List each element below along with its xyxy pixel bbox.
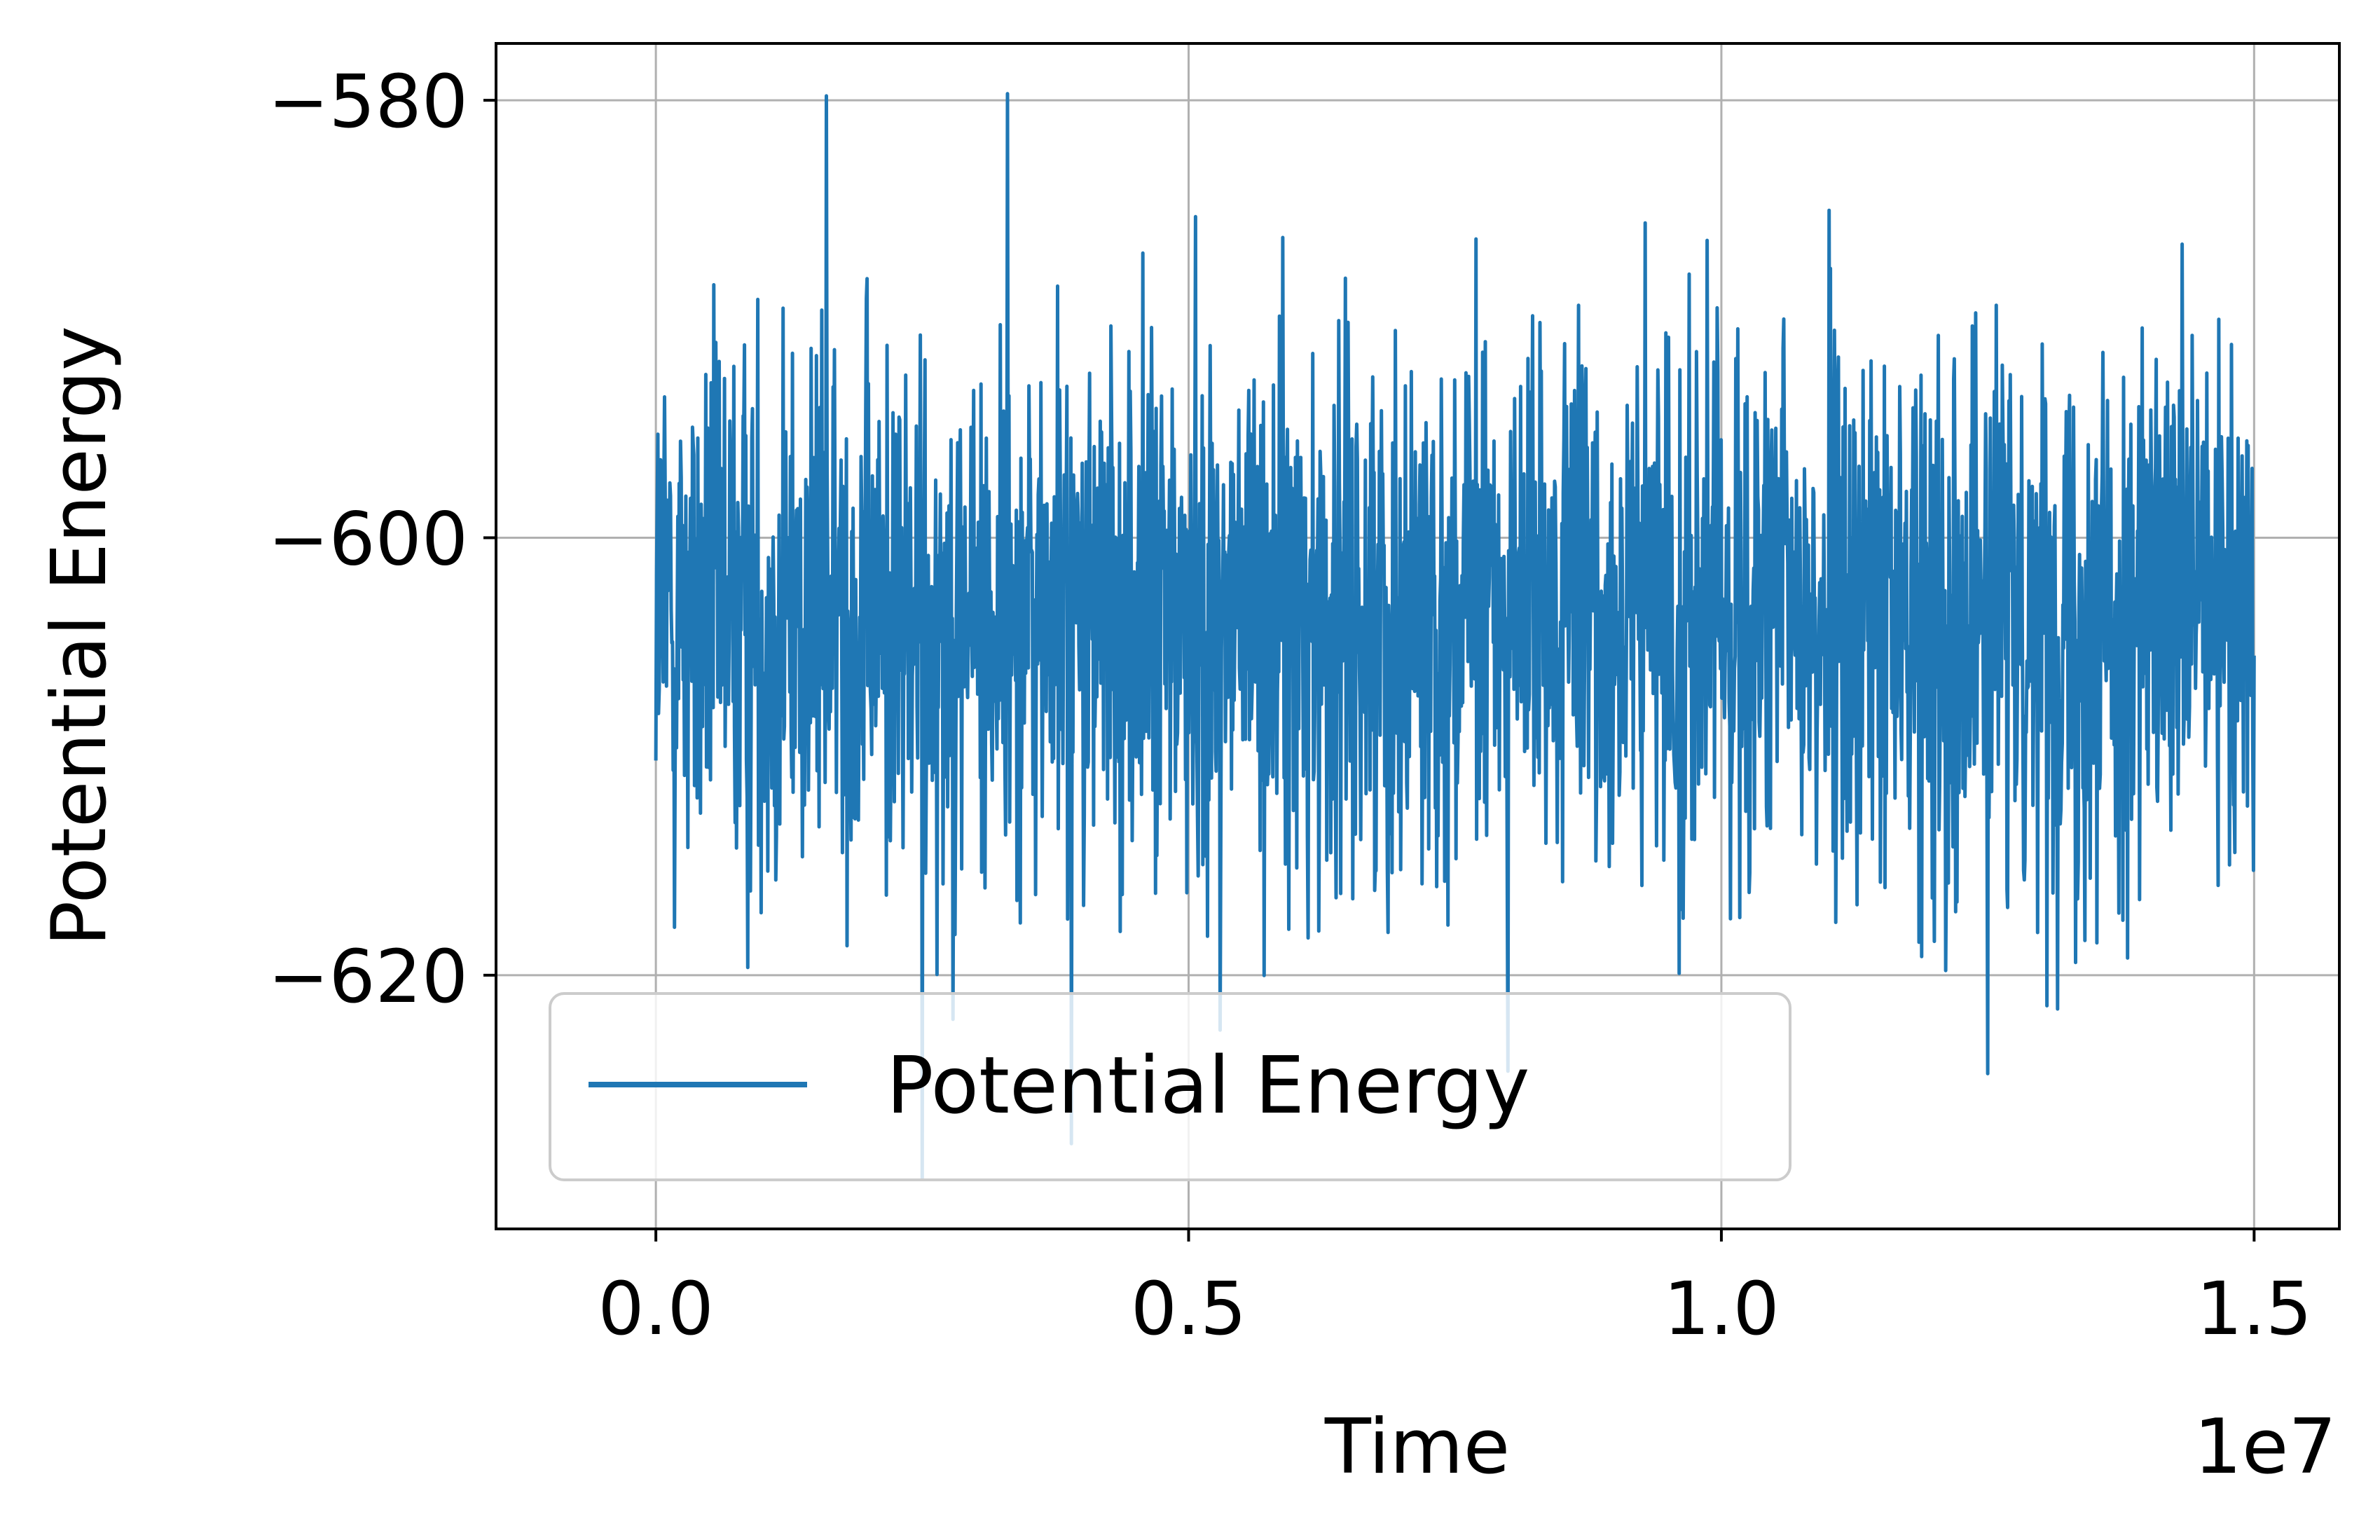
- y-tick-label: −580: [268, 59, 468, 144]
- legend-box: [549, 992, 1791, 1181]
- plot-frame: [495, 42, 2341, 1230]
- ticks: 0.0 0.5 1.0 1.5 −580 −600 −620: [268, 59, 2312, 1352]
- y-tick-label: −600: [268, 497, 468, 582]
- x-tick-label: 1.5: [2196, 1266, 2312, 1352]
- x-offset-label: 1e7: [2194, 1403, 2337, 1491]
- x-tick-label: 0.5: [1131, 1266, 1246, 1352]
- x-axis-label: Time: [1324, 1403, 1510, 1491]
- legend-label: Potential Energy: [886, 1040, 1529, 1132]
- y-tick-label: −620: [268, 934, 468, 1019]
- x-tick-label: 1.0: [1663, 1266, 1779, 1352]
- legend: Potential Energy: [549, 992, 1791, 1181]
- y-axis-label: Potential Energy: [36, 326, 123, 947]
- x-tick-label: 0.0: [598, 1266, 713, 1352]
